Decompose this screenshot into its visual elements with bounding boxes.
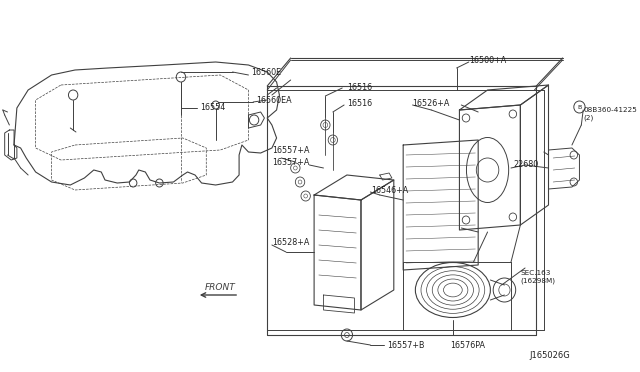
Text: 16516: 16516	[347, 83, 372, 92]
Text: 22680: 22680	[513, 160, 538, 169]
Text: 16526+A: 16526+A	[413, 99, 450, 108]
Text: 16557+B: 16557+B	[387, 340, 425, 350]
Text: 16560E: 16560E	[252, 67, 282, 77]
Text: 16528+A: 16528+A	[272, 237, 309, 247]
Text: 16500+A: 16500+A	[469, 55, 506, 64]
Text: 16554: 16554	[200, 103, 225, 112]
Text: FRONT: FRONT	[204, 283, 235, 292]
Text: 16357+A: 16357+A	[272, 157, 309, 167]
Text: J165026G: J165026G	[530, 350, 570, 359]
Text: SEC.163
(16298M): SEC.163 (16298M)	[520, 270, 556, 283]
Text: 08B360-41225
(2): 08B360-41225 (2)	[583, 107, 637, 121]
Text: 16560EA: 16560EA	[256, 96, 292, 105]
Text: 16516: 16516	[347, 99, 372, 108]
Text: 16576PA: 16576PA	[450, 340, 485, 350]
Text: 16546+A: 16546+A	[371, 186, 408, 195]
Text: 16557+A: 16557+A	[272, 145, 309, 154]
Text: B: B	[577, 105, 582, 109]
